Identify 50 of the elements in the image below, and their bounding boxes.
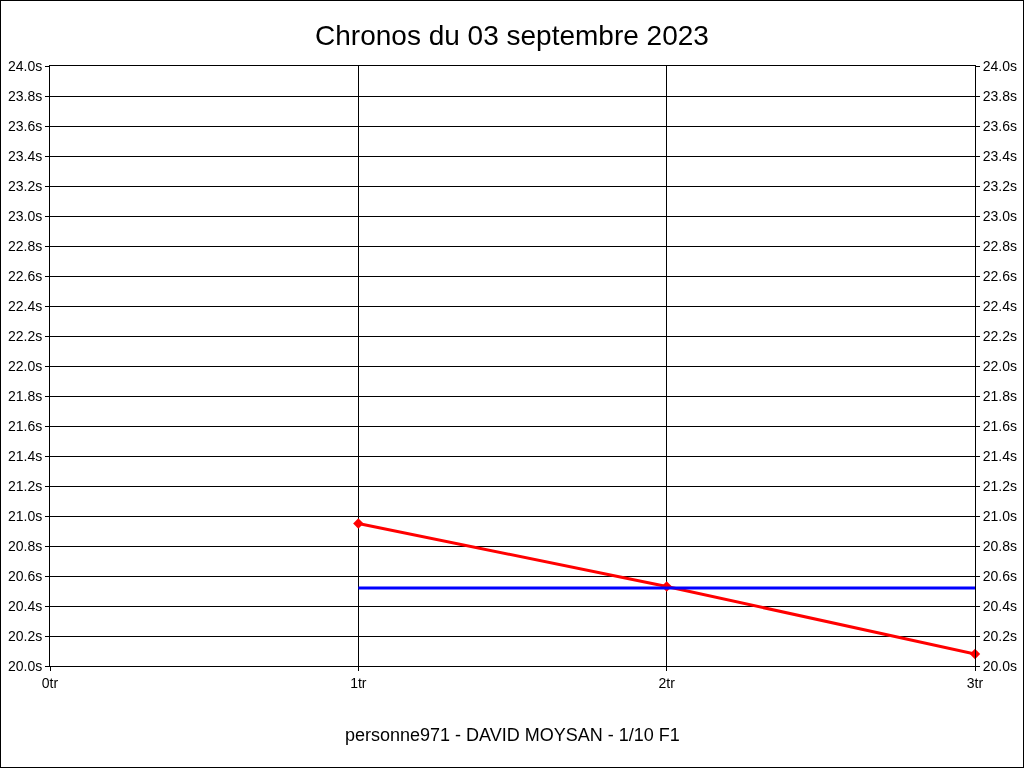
y-tick-label: 20.8s	[7, 537, 43, 554]
y2-tick-label: 22.8s	[982, 237, 1018, 254]
point	[353, 518, 364, 529]
y-tick-label: 21.4s	[7, 447, 43, 464]
y-tick-label: 22.2s	[7, 327, 43, 344]
y-tick-label: 23.4s	[7, 147, 43, 164]
y-tick-label: 23.0s	[7, 207, 43, 224]
y-tick-label: 22.4s	[7, 297, 43, 314]
y-tick-label: 22.8s	[7, 237, 43, 254]
y2-tick-label: 23.6s	[982, 117, 1018, 134]
y2-tick-label: 22.2s	[982, 327, 1018, 344]
x-tick-label: 3tr	[966, 674, 984, 691]
y2-tick-label: 24.0s	[982, 57, 1018, 74]
y2-tick-label: 23.0s	[982, 207, 1018, 224]
y-tick-label: 23.2s	[7, 177, 43, 194]
x-tick-label: 0tr	[41, 674, 59, 691]
y2-tick-label: 22.0s	[982, 357, 1018, 374]
y-tick-label: 23.8s	[7, 87, 43, 104]
y-tick-label: 23.6s	[7, 117, 43, 134]
y-tick-label: 21.0s	[7, 507, 43, 524]
y-tick-label: 22.6s	[7, 267, 43, 284]
y2-tick-label: 20.4s	[982, 597, 1018, 614]
y-tick-label: 20.6s	[7, 567, 43, 584]
y2-tick-label: 21.4s	[982, 447, 1018, 464]
x-tick-label: 2tr	[658, 674, 676, 691]
y2-tick-label: 23.2s	[982, 177, 1018, 194]
y-tick-label: 20.4s	[7, 597, 43, 614]
y2-tick-label: 20.6s	[982, 567, 1018, 584]
y2-tick-label: 20.2s	[982, 627, 1018, 644]
text: personne971 - DAVID MOYSAN - 1/10 F1	[345, 725, 680, 745]
y2-tick-label: 21.8s	[982, 387, 1018, 404]
y2-tick-label: 20.0s	[982, 657, 1018, 674]
y2-tick-label: 22.4s	[982, 297, 1018, 314]
y2-tick-label: 23.4s	[982, 147, 1018, 164]
y-tick-label: 20.2s	[7, 627, 43, 644]
y2-tick-label: 21.0s	[982, 507, 1018, 524]
chart-title: Chronos du 03 septembre 2023	[315, 20, 709, 52]
y2-tick-label: 20.8s	[982, 537, 1018, 554]
y2-tick-label: 21.6s	[982, 417, 1018, 434]
y-tick-label: 21.8s	[7, 387, 43, 404]
y2-tick-label: 23.8s	[982, 87, 1018, 104]
y2-tick-label: 21.2s	[982, 477, 1018, 494]
y-tick-label: 20.0s	[7, 657, 43, 674]
y-tick-label: 21.2s	[7, 477, 43, 494]
y2-tick-label: 22.6s	[982, 267, 1018, 284]
point	[969, 648, 981, 660]
x-tick-label: 1tr	[350, 674, 367, 691]
y-tick-label: 22.0s	[7, 357, 43, 374]
y-tick-label: 21.6s	[7, 417, 43, 434]
y-tick-label: 24.0s	[7, 57, 43, 74]
